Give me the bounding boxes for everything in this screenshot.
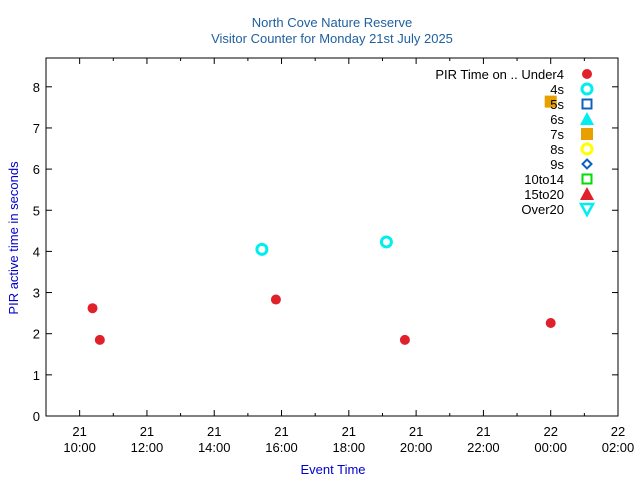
legend-label: 4s xyxy=(550,82,564,97)
x-axis-label: Event Time xyxy=(300,462,365,477)
data-points xyxy=(87,95,557,345)
y-axis: 0 1 2 3 4 5 6 7 8 xyxy=(33,80,618,424)
x-axis: 2110:002112:002114:002116:002118:002120:… xyxy=(45,58,635,455)
y-tick-label: 7 xyxy=(33,121,40,136)
y-tick-label: 4 xyxy=(33,244,40,259)
legend-label: PIR Time on .. Under4 xyxy=(435,67,564,82)
data-point-7s xyxy=(544,95,557,108)
legend-marker-6s xyxy=(580,112,594,125)
legend-label: 10to14 xyxy=(524,172,564,187)
legend-marker-over20 xyxy=(578,202,596,218)
y-tick-label: 3 xyxy=(33,286,40,301)
x-tick-label-time: 14:00 xyxy=(198,440,231,455)
plot-frame xyxy=(45,57,619,417)
data-point-under4 xyxy=(87,303,98,314)
data-point-4s xyxy=(379,235,393,249)
y-tick-label: 8 xyxy=(33,80,40,95)
data-point-under4 xyxy=(545,318,556,329)
x-tick-label-time: 16:00 xyxy=(265,440,298,455)
legend-label: 15to20 xyxy=(524,187,564,202)
x-tick-label-day: 22 xyxy=(543,424,557,439)
x-tick-label-day: 21 xyxy=(274,424,288,439)
x-tick-label-day: 21 xyxy=(72,424,86,439)
x-tick-label-day: 21 xyxy=(342,424,356,439)
data-point-under4 xyxy=(270,294,281,305)
x-tick-label-time: 20:00 xyxy=(400,440,433,455)
y-tick-label: 6 xyxy=(33,162,40,177)
x-tick-label-day: 22 xyxy=(611,424,625,439)
legend-marker-15to20 xyxy=(580,187,594,200)
x-tick-label-time: 02:00 xyxy=(602,440,635,455)
x-tick-label-time: 18:00 xyxy=(333,440,366,455)
y-tick-label: 1 xyxy=(33,368,40,383)
legend-label: 5s xyxy=(550,97,564,112)
x-tick-label-day: 21 xyxy=(140,424,154,439)
legend-marker-7s xyxy=(581,128,593,140)
x-tick-label-time: 10:00 xyxy=(63,440,96,455)
legend: PIR Time on .. Under44s5s6s7s8s9s10to141… xyxy=(435,67,596,218)
x-tick-label-time: 22:00 xyxy=(467,440,500,455)
legend-marker-5s xyxy=(581,98,593,110)
y-tick-label: 5 xyxy=(33,203,40,218)
legend-label: 7s xyxy=(550,127,564,142)
legend-label: 6s xyxy=(550,112,564,127)
data-point-under4 xyxy=(94,334,105,345)
legend-label: Over20 xyxy=(521,202,564,217)
legend-marker-4s xyxy=(580,82,594,96)
data-point-under4 xyxy=(399,334,410,345)
data-point-4s xyxy=(255,242,269,256)
legend-marker-9s xyxy=(581,158,593,170)
x-tick-label-day: 21 xyxy=(409,424,423,439)
x-tick-label-time: 12:00 xyxy=(131,440,164,455)
legend-label: 8s xyxy=(550,142,564,157)
chart-title: North Cove Nature Reserve xyxy=(252,15,412,30)
chart-subtitle: Visitor Counter for Monday 21st July 202… xyxy=(211,31,453,46)
x-tick-label-day: 21 xyxy=(207,424,221,439)
y-tick-label: 0 xyxy=(33,409,40,424)
y-axis-label: PIR active time in seconds xyxy=(6,161,21,315)
x-tick-label-time: 00:00 xyxy=(534,440,567,455)
legend-marker-under4 xyxy=(582,69,592,79)
y-tick-label: 2 xyxy=(33,327,40,342)
legend-marker-8s xyxy=(580,142,594,156)
x-tick-label-day: 21 xyxy=(476,424,490,439)
legend-marker-10to14 xyxy=(581,173,593,185)
legend-label: 9s xyxy=(550,157,564,172)
